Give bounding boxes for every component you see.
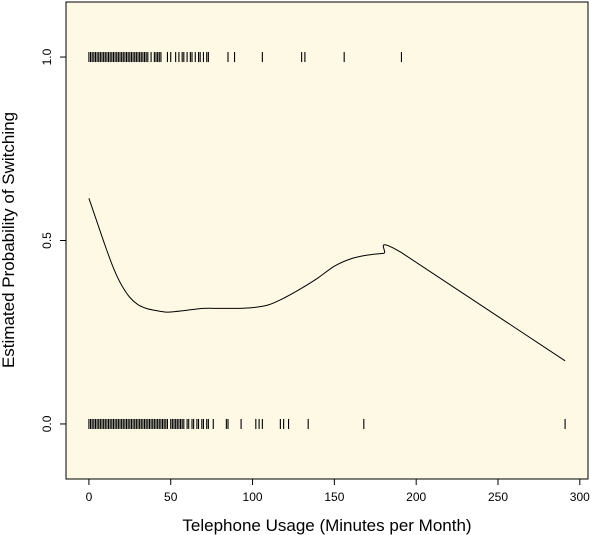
- x-tick-label: 0: [86, 490, 93, 504]
- y-axis-title: Estimated Probability of Switching: [0, 112, 18, 368]
- x-tick-label: 50: [164, 490, 178, 504]
- x-tick-label: 150: [324, 490, 344, 504]
- y-tick-label: 0.5: [40, 232, 54, 249]
- y-tick-label: 0.0: [40, 415, 54, 432]
- smoothed-probability-curve: [88, 198, 566, 362]
- x-tick-label: 200: [406, 490, 426, 504]
- y-tick-label: 1.0: [40, 48, 54, 65]
- y-axis: 0.0 0.5 1.0: [40, 48, 66, 432]
- x-axis-title: Telephone Usage (Minutes per Month): [182, 516, 471, 535]
- plot-area: [66, 2, 588, 479]
- x-tick-label: 300: [570, 490, 590, 504]
- x-tick-label: 100: [243, 490, 263, 504]
- x-axis: 0 50 100 150 200 250 300: [86, 479, 590, 504]
- rug-layer: [88, 52, 566, 429]
- x-tick-label: 250: [488, 490, 508, 504]
